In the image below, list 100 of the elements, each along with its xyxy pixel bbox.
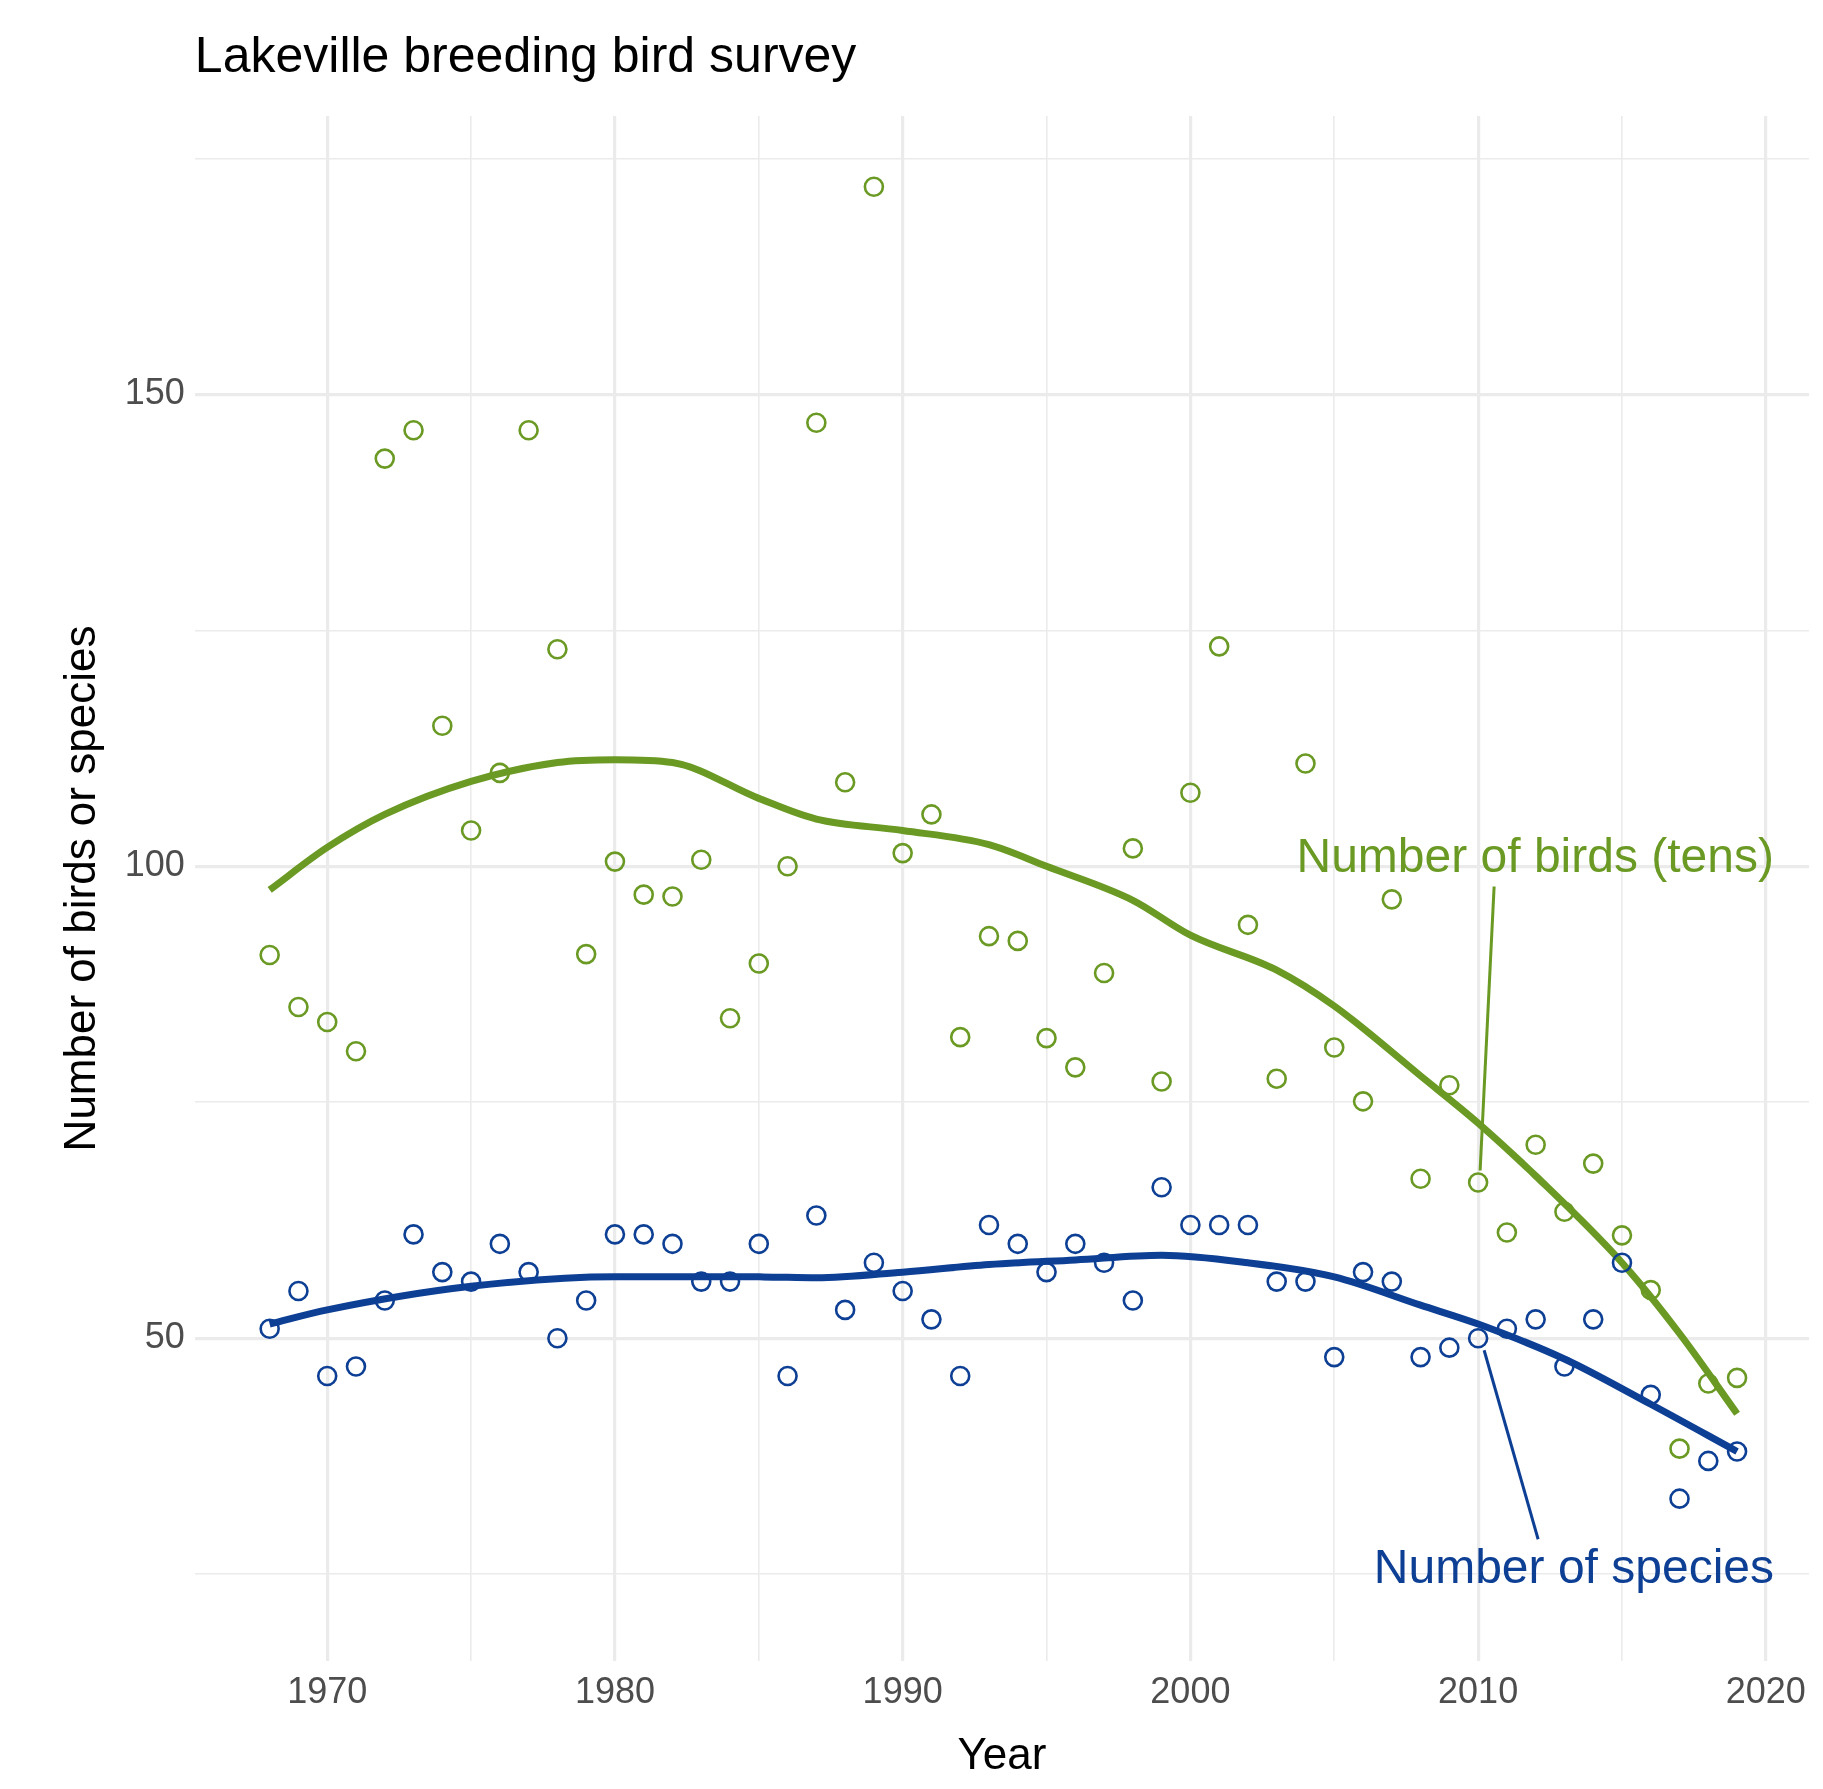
- point: [690, 1271, 712, 1292]
- series-label: Number of birds (tens): [1296, 829, 1774, 883]
- point: [1467, 1172, 1489, 1193]
- y-tick-label: 100: [124, 843, 185, 885]
- point: [949, 1026, 971, 1048]
- point: [575, 1290, 597, 1311]
- point: [1439, 1337, 1460, 1358]
- point: [575, 943, 597, 965]
- point: [259, 1318, 280, 1340]
- point: [1410, 1346, 1431, 1368]
- point: [1525, 1134, 1546, 1156]
- point: [1496, 1222, 1518, 1243]
- x-tick-label: 1970: [287, 1669, 368, 1711]
- point: [1640, 1384, 1662, 1406]
- point: [1208, 636, 1230, 657]
- point: [1640, 1279, 1662, 1301]
- point: [1237, 914, 1259, 936]
- point: [1698, 1373, 1719, 1394]
- point: [863, 176, 885, 198]
- point: [1554, 1201, 1575, 1223]
- point: [748, 1233, 770, 1255]
- point: [1266, 1271, 1288, 1292]
- point: [489, 762, 511, 784]
- point: [1180, 782, 1201, 803]
- point: [374, 1290, 396, 1311]
- point: [1726, 1367, 1748, 1389]
- point: [316, 1365, 338, 1387]
- point: [432, 1261, 453, 1283]
- point: [1208, 1214, 1230, 1236]
- point: [834, 772, 856, 793]
- point: [1093, 1252, 1115, 1274]
- y-tick-label: 150: [124, 371, 185, 413]
- point: [1093, 962, 1115, 984]
- point: [288, 1280, 309, 1302]
- point: [1726, 1441, 1748, 1462]
- point: [1381, 889, 1403, 910]
- point: [1611, 1225, 1633, 1246]
- point: [316, 1011, 338, 1033]
- point: [690, 849, 712, 871]
- point: [489, 1233, 511, 1255]
- point: [777, 856, 798, 877]
- point: [374, 448, 396, 469]
- point: [1669, 1488, 1690, 1509]
- point: [1352, 1261, 1374, 1283]
- point: [892, 842, 913, 864]
- point: [1352, 1091, 1374, 1112]
- point: [1323, 1037, 1345, 1058]
- point: [460, 1271, 482, 1292]
- point: [633, 884, 655, 905]
- point: [1122, 1290, 1144, 1311]
- series-label: Number of species: [1373, 1540, 1774, 1594]
- point: [403, 1224, 424, 1245]
- point: [921, 804, 942, 825]
- point: [1582, 1309, 1604, 1330]
- point: [1582, 1153, 1604, 1174]
- x-tick-label: 2010: [1438, 1669, 1519, 1711]
- point: [547, 638, 568, 660]
- point: [949, 1365, 971, 1387]
- point: [1036, 1261, 1057, 1283]
- point: [1036, 1027, 1057, 1049]
- point: [806, 1205, 827, 1226]
- x-tick-label: 2000: [1150, 1669, 1231, 1711]
- point: [1611, 1252, 1633, 1274]
- point: [1525, 1309, 1546, 1330]
- point: [719, 1271, 741, 1292]
- point: [633, 1224, 655, 1245]
- point: [1151, 1071, 1172, 1092]
- point: [1381, 1271, 1403, 1292]
- point: [978, 1214, 1000, 1236]
- point: [1007, 930, 1029, 952]
- point: [1496, 1318, 1518, 1340]
- point: [518, 419, 539, 441]
- x-tick-label: 2020: [1725, 1669, 1806, 1711]
- point: [1323, 1346, 1345, 1368]
- point: [863, 1252, 885, 1274]
- point: [288, 996, 309, 1018]
- point: [1180, 1214, 1201, 1236]
- point: [921, 1309, 942, 1330]
- point: [259, 944, 280, 966]
- chart-title: Lakeville breeding bird survey: [194, 27, 857, 83]
- point: [604, 851, 626, 872]
- point: [978, 925, 1000, 947]
- point: [748, 953, 770, 974]
- x-tick-label: 1990: [862, 1669, 943, 1711]
- x-axis-title: Year: [957, 1728, 1047, 1778]
- point: [892, 1280, 913, 1302]
- point: [1467, 1327, 1489, 1349]
- point: [1065, 1057, 1086, 1078]
- point: [1237, 1214, 1259, 1236]
- point: [1295, 1271, 1316, 1292]
- y-axis-title: Number of birds or species: [54, 625, 104, 1152]
- point: [1698, 1450, 1719, 1472]
- point: [662, 886, 683, 907]
- point: [604, 1224, 626, 1245]
- point: [547, 1327, 568, 1349]
- point: [662, 1233, 683, 1255]
- point: [719, 1007, 741, 1029]
- point: [1122, 838, 1144, 859]
- point: [1007, 1233, 1029, 1255]
- point: [1065, 1233, 1086, 1255]
